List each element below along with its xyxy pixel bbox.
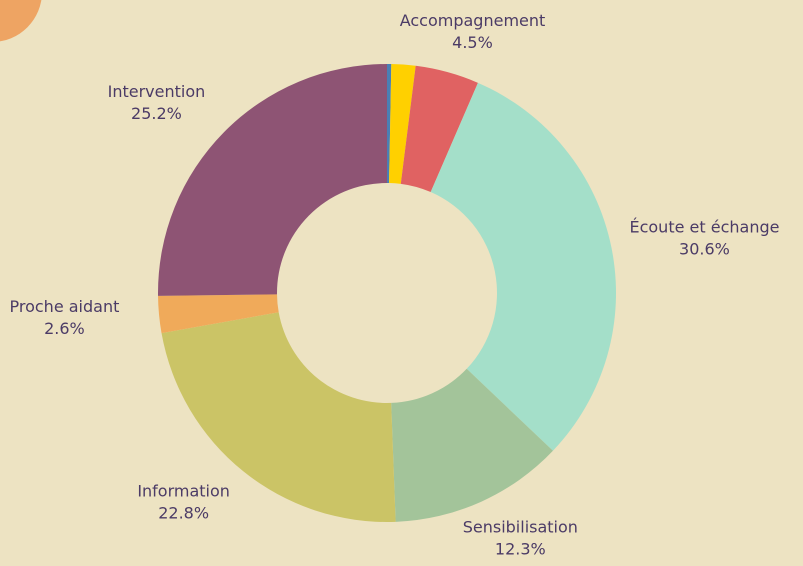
donut-slice	[387, 64, 392, 184]
slice-value-label: 2.6%	[44, 319, 85, 338]
donut-slice	[158, 294, 279, 334]
slice-label: Sensibilisation	[463, 518, 578, 537]
slice-value-label: 30.6%	[679, 240, 730, 259]
donut-slice	[389, 64, 416, 184]
slice-value-label: 25.2%	[131, 104, 182, 123]
donut-slice	[430, 82, 616, 451]
donut-slice	[158, 64, 387, 296]
slice-value-label: 12.3%	[495, 540, 546, 559]
slice-label: Proche aidant	[10, 297, 120, 316]
slice-label: Information	[137, 482, 230, 501]
donut-slice	[391, 368, 553, 522]
slice-value-label: 4.5%	[452, 33, 493, 52]
slice-label: Accompagnement	[400, 11, 546, 30]
slice-label: Intervention	[108, 82, 206, 101]
slice-value-label: 22.8%	[158, 504, 209, 523]
donut-slice	[400, 65, 478, 193]
decor-circle	[0, 0, 42, 42]
slice-label: Écoute et échange	[629, 218, 779, 237]
donut-slice	[161, 312, 396, 522]
